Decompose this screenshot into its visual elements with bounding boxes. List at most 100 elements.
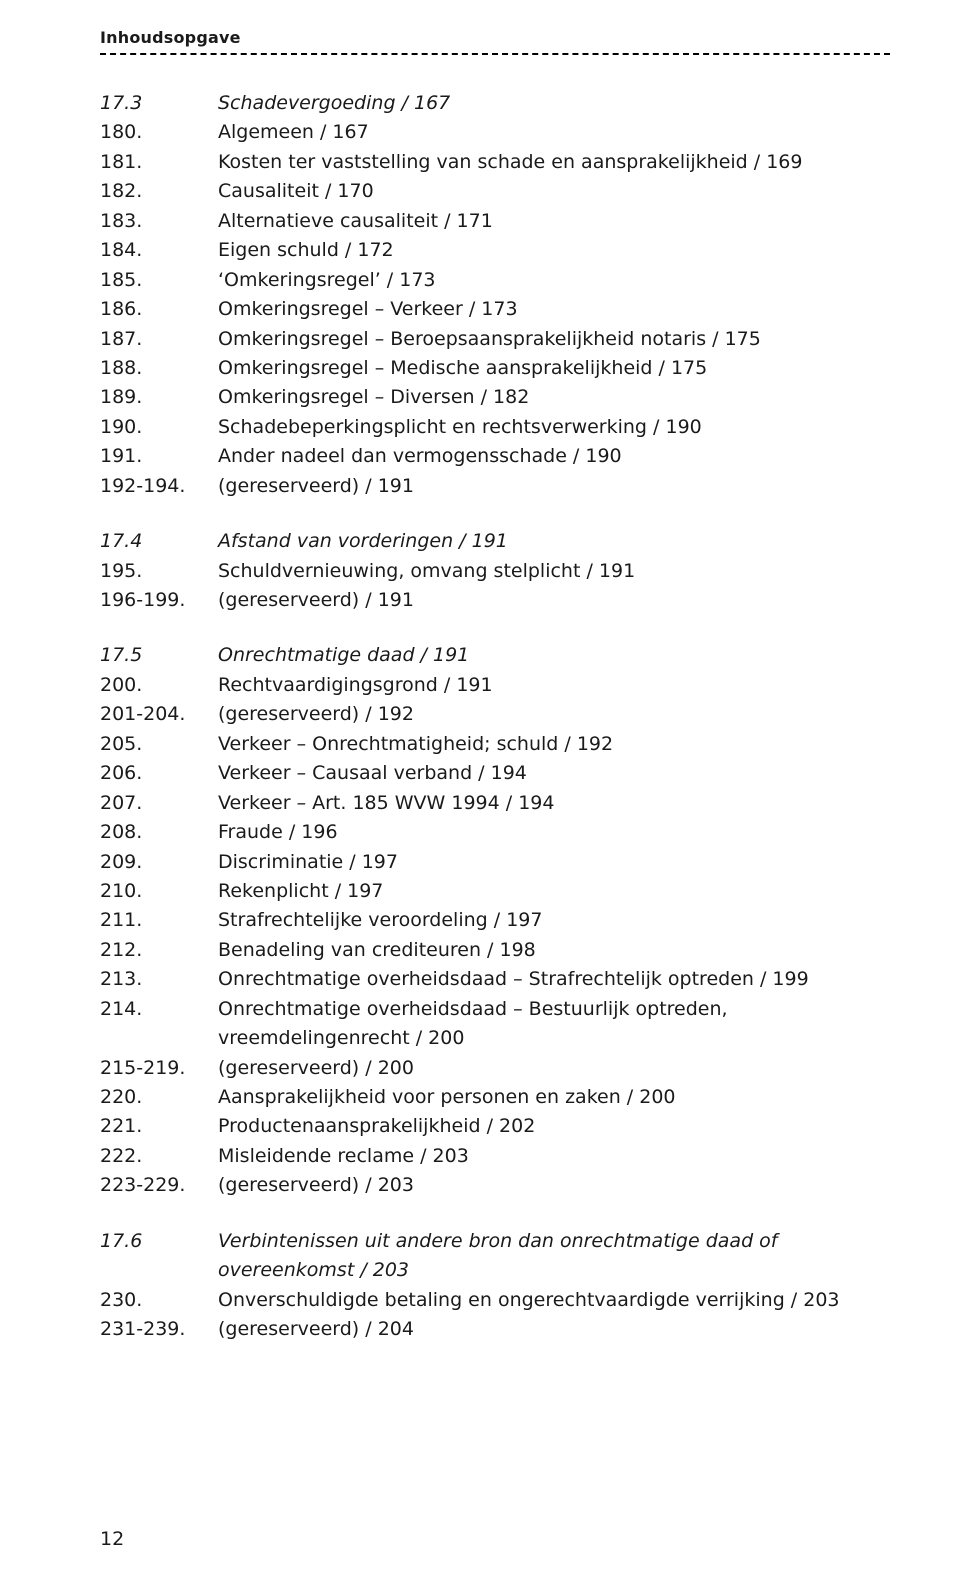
toc-text: Kosten ter vaststelling van schade en aa… [218,148,890,177]
toc-number: 220. [100,1083,218,1112]
toc-text: Verkeer – Onrechtmatigheid; schuld / 192 [218,730,890,759]
toc-text: (gereserveerd) / 191 [218,472,890,501]
toc-number: 184. [100,236,218,265]
toc-row: 221.Productenaansprakelijkheid / 202 [100,1112,890,1141]
toc-number: 182. [100,177,218,206]
toc-number: 189. [100,383,218,412]
page-number: 12 [100,1528,124,1550]
toc-row: 211.Strafrechtelijke veroordeling / 197 [100,906,890,935]
toc-number: 206. [100,759,218,788]
running-head: Inhoudsopgave [100,28,890,47]
toc-number: 222. [100,1142,218,1171]
toc-block: 17.6Verbintenissen uit andere bron dan o… [100,1227,890,1345]
toc-text: Onrechtmatige overheidsdaad – Strafrecht… [218,965,890,994]
toc-text: Omkeringsregel – Beroepsaansprakelijkhei… [218,325,890,354]
toc-number: 215-219. [100,1054,218,1083]
toc-text: Onrechtmatige overheidsdaad – Bestuurlij… [218,995,890,1054]
toc-text: Alternatieve causaliteit / 171 [218,207,890,236]
toc-text: (gereserveerd) / 203 [218,1171,890,1200]
toc-row: 192-194.(gereserveerd) / 191 [100,472,890,501]
toc-row: 231-239.(gereserveerd) / 204 [100,1315,890,1344]
toc-number: 186. [100,295,218,324]
toc-text: Onrechtmatige daad / 191 [218,641,890,670]
toc-block: 17.3Schadevergoeding / 167180.Algemeen /… [100,89,890,501]
toc-row: 214.Onrechtmatige overheidsdaad – Bestuu… [100,995,890,1054]
toc-row: 206.Verkeer – Causaal verband / 194 [100,759,890,788]
toc-text: Algemeen / 167 [218,118,890,147]
toc-text: Verkeer – Art. 185 WVW 1994 / 194 [218,789,890,818]
toc-number: 208. [100,818,218,847]
toc-text: Misleidende reclame / 203 [218,1142,890,1171]
toc-row: 17.6Verbintenissen uit andere bron dan o… [100,1227,890,1286]
toc-text: (gereserveerd) / 192 [218,700,890,729]
toc-number: 209. [100,848,218,877]
toc-row: 185.‘Omkeringsregel’ / 173 [100,266,890,295]
toc-text: Omkeringsregel – Medische aansprakelijkh… [218,354,890,383]
toc-row: 222.Misleidende reclame / 203 [100,1142,890,1171]
toc-row: 182.Causaliteit / 170 [100,177,890,206]
toc-number: 187. [100,325,218,354]
toc-number: 205. [100,730,218,759]
toc-text: Schuldvernieuwing, omvang stelplicht / 1… [218,557,890,586]
toc-row: 186.Omkeringsregel – Verkeer / 173 [100,295,890,324]
toc-row: 207.Verkeer – Art. 185 WVW 1994 / 194 [100,789,890,818]
toc-number: 214. [100,995,218,1054]
toc-number: 211. [100,906,218,935]
toc-row: 180.Algemeen / 167 [100,118,890,147]
toc-row: 17.5Onrechtmatige daad / 191 [100,641,890,670]
toc-row: 209.Discriminatie / 197 [100,848,890,877]
toc-row: 191.Ander nadeel dan vermogensschade / 1… [100,442,890,471]
toc-number: 207. [100,789,218,818]
toc-number: 210. [100,877,218,906]
toc-text: Omkeringsregel – Verkeer / 173 [218,295,890,324]
toc-number: 201-204. [100,700,218,729]
toc-text: Verkeer – Causaal verband / 194 [218,759,890,788]
toc-number: 181. [100,148,218,177]
toc-row: 210.Rekenplicht / 197 [100,877,890,906]
toc-row: 195.Schuldvernieuwing, omvang stelplicht… [100,557,890,586]
toc-row: 212.Benadeling van crediteuren / 198 [100,936,890,965]
toc-text: Aansprakelijkheid voor personen en zaken… [218,1083,890,1112]
toc-number: 190. [100,413,218,442]
toc-number: 221. [100,1112,218,1141]
toc-number: 180. [100,118,218,147]
toc-number: 196-199. [100,586,218,615]
toc-number: 185. [100,266,218,295]
document-page: Inhoudsopgave 17.3Schadevergoeding / 167… [0,0,960,1586]
toc-text: Causaliteit / 170 [218,177,890,206]
toc-row: 189.Omkeringsregel – Diversen / 182 [100,383,890,412]
toc-text: Rechtvaardigingsgrond / 191 [218,671,890,700]
toc-text: Schadebeperkingsplicht en rechtsverwerki… [218,413,890,442]
toc-text: Strafrechtelijke veroordeling / 197 [218,906,890,935]
toc-row: 213.Onrechtmatige overheidsdaad – Strafr… [100,965,890,994]
toc-number: 212. [100,936,218,965]
toc-number: 200. [100,671,218,700]
toc-number: 17.6 [100,1227,218,1286]
toc-row: 201-204.(gereserveerd) / 192 [100,700,890,729]
toc-text: Rekenplicht / 197 [218,877,890,906]
toc-row: 184.Eigen schuld / 172 [100,236,890,265]
toc-number: 223-229. [100,1171,218,1200]
toc-number: 230. [100,1286,218,1315]
toc-row: 220.Aansprakelijkheid voor personen en z… [100,1083,890,1112]
toc-text: Onverschuldigde betaling en ongerechtvaa… [218,1286,890,1315]
toc-row: 215-219.(gereserveerd) / 200 [100,1054,890,1083]
toc-row: 188.Omkeringsregel – Medische aansprakel… [100,354,890,383]
toc-text: Fraude / 196 [218,818,890,847]
toc-number: 17.5 [100,641,218,670]
toc-number: 17.4 [100,527,218,556]
toc-number: 188. [100,354,218,383]
toc-text: Ander nadeel dan vermogensschade / 190 [218,442,890,471]
toc-text: (gereserveerd) / 204 [218,1315,890,1344]
toc-body: 17.3Schadevergoeding / 167180.Algemeen /… [100,89,890,1345]
toc-row: 17.4Afstand van vorderingen / 191 [100,527,890,556]
toc-row: 223-229.(gereserveerd) / 203 [100,1171,890,1200]
toc-number: 195. [100,557,218,586]
toc-number: 191. [100,442,218,471]
toc-text: Productenaansprakelijkheid / 202 [218,1112,890,1141]
toc-text: ‘Omkeringsregel’ / 173 [218,266,890,295]
toc-number: 17.3 [100,89,218,118]
toc-row: 205.Verkeer – Onrechtmatigheid; schuld /… [100,730,890,759]
toc-row: 196-199.(gereserveerd) / 191 [100,586,890,615]
toc-block: 17.5Onrechtmatige daad / 191200.Rechtvaa… [100,641,890,1200]
